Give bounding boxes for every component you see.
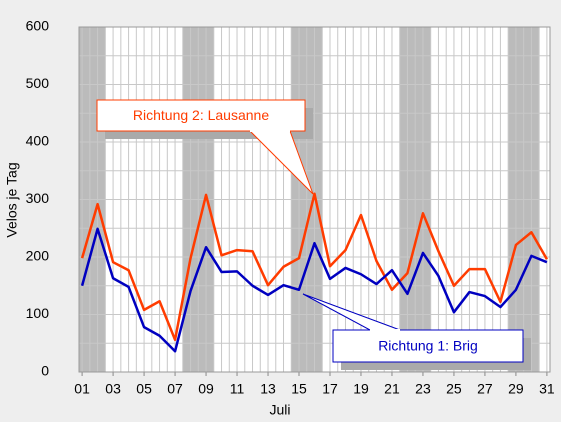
x-tick-label: 25 [446,381,462,397]
y-axis-label: Velos je Tag [4,162,20,237]
x-tick-label: 07 [167,381,183,397]
y-tick-label: 500 [26,75,50,91]
y-tick-label: 200 [26,248,50,264]
x-tick-label: 17 [322,381,338,397]
y-tick-label: 100 [26,305,50,321]
x-tick-label: 05 [136,381,152,397]
x-tick-label: 19 [353,381,369,397]
y-tick-label: 300 [26,190,50,206]
legend-label: Richtung 2: Lausanne [133,107,269,123]
y-tick-label: 400 [26,133,50,149]
x-tick-label: 03 [105,381,121,397]
x-tick-label: 15 [291,381,307,397]
x-tick-label: 27 [477,381,493,397]
x-tick-label: 23 [415,381,431,397]
x-tick-label: 01 [74,381,90,397]
x-tick-label: 29 [508,381,524,397]
x-tick-label: 11 [230,381,245,397]
x-tick-label: 13 [260,381,276,397]
x-tick-label: 31 [539,381,555,397]
callout-box [96,99,306,132]
callout-box [332,329,524,363]
x-axis-label: Juli [269,402,290,418]
series-line [80,192,548,342]
legend-label: Richtung 1: Brig [378,338,478,354]
x-tick-label: 09 [198,381,214,397]
plot-border [78,26,551,373]
series-line [80,227,548,353]
y-tick-label: 600 [26,18,50,34]
y-tick-label: 0 [41,363,49,379]
x-tick-label: 21 [384,381,400,397]
